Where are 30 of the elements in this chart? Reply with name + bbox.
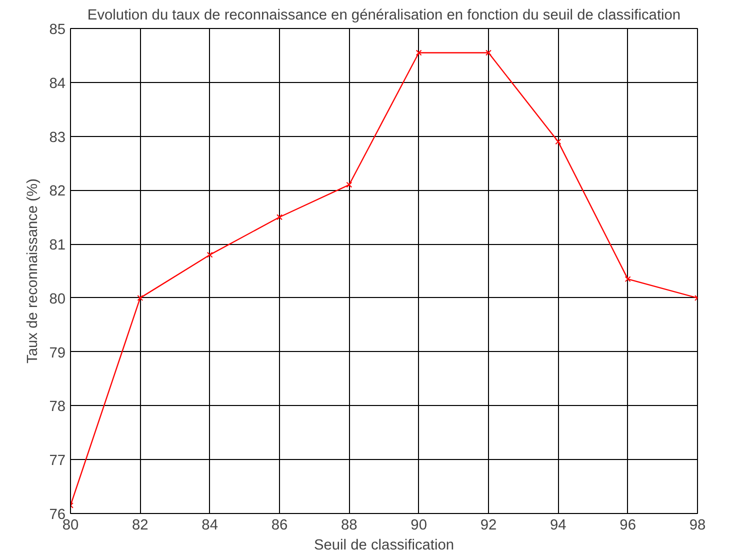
y-tick-label: 79 bbox=[49, 345, 66, 362]
x-tick-label: 98 bbox=[689, 518, 706, 534]
point bbox=[555, 138, 562, 145]
x-tick-label: 80 bbox=[62, 518, 79, 534]
y-axis-title: Taux de reconnaissance (%) bbox=[25, 178, 42, 364]
x-tick-label: 94 bbox=[550, 518, 566, 534]
y-tick-label: 81 bbox=[49, 238, 66, 254]
chart-title: Evolution du taux de reconnaissance en généralisation en fonction du seuil de classification bbox=[87, 8, 681, 24]
point bbox=[624, 276, 631, 282]
x-tick-label: 82 bbox=[132, 518, 148, 534]
y-tick-label: 82 bbox=[49, 184, 66, 200]
y-tick-label: 83 bbox=[49, 130, 66, 146]
point bbox=[486, 50, 492, 56]
y-tick-label: 85 bbox=[49, 22, 66, 38]
point bbox=[346, 182, 352, 188]
point bbox=[416, 50, 422, 56]
point bbox=[206, 252, 213, 258]
x-tick-label: 96 bbox=[620, 518, 636, 534]
x-tick-label: 88 bbox=[341, 518, 358, 534]
y-tick-label: 78 bbox=[49, 399, 66, 416]
y-tick-label: 77 bbox=[49, 453, 66, 470]
point bbox=[137, 294, 144, 301]
x-tick-label: 92 bbox=[480, 518, 497, 534]
x-tick-label: 84 bbox=[202, 518, 218, 534]
x-axis-title: Seuil de classification bbox=[314, 538, 454, 554]
y-tick-label: 84 bbox=[49, 76, 66, 92]
x-tick-label: 90 bbox=[410, 518, 427, 534]
point bbox=[276, 214, 282, 220]
x-tick-label: 86 bbox=[271, 518, 288, 534]
y-tick-label: 80 bbox=[49, 291, 66, 308]
